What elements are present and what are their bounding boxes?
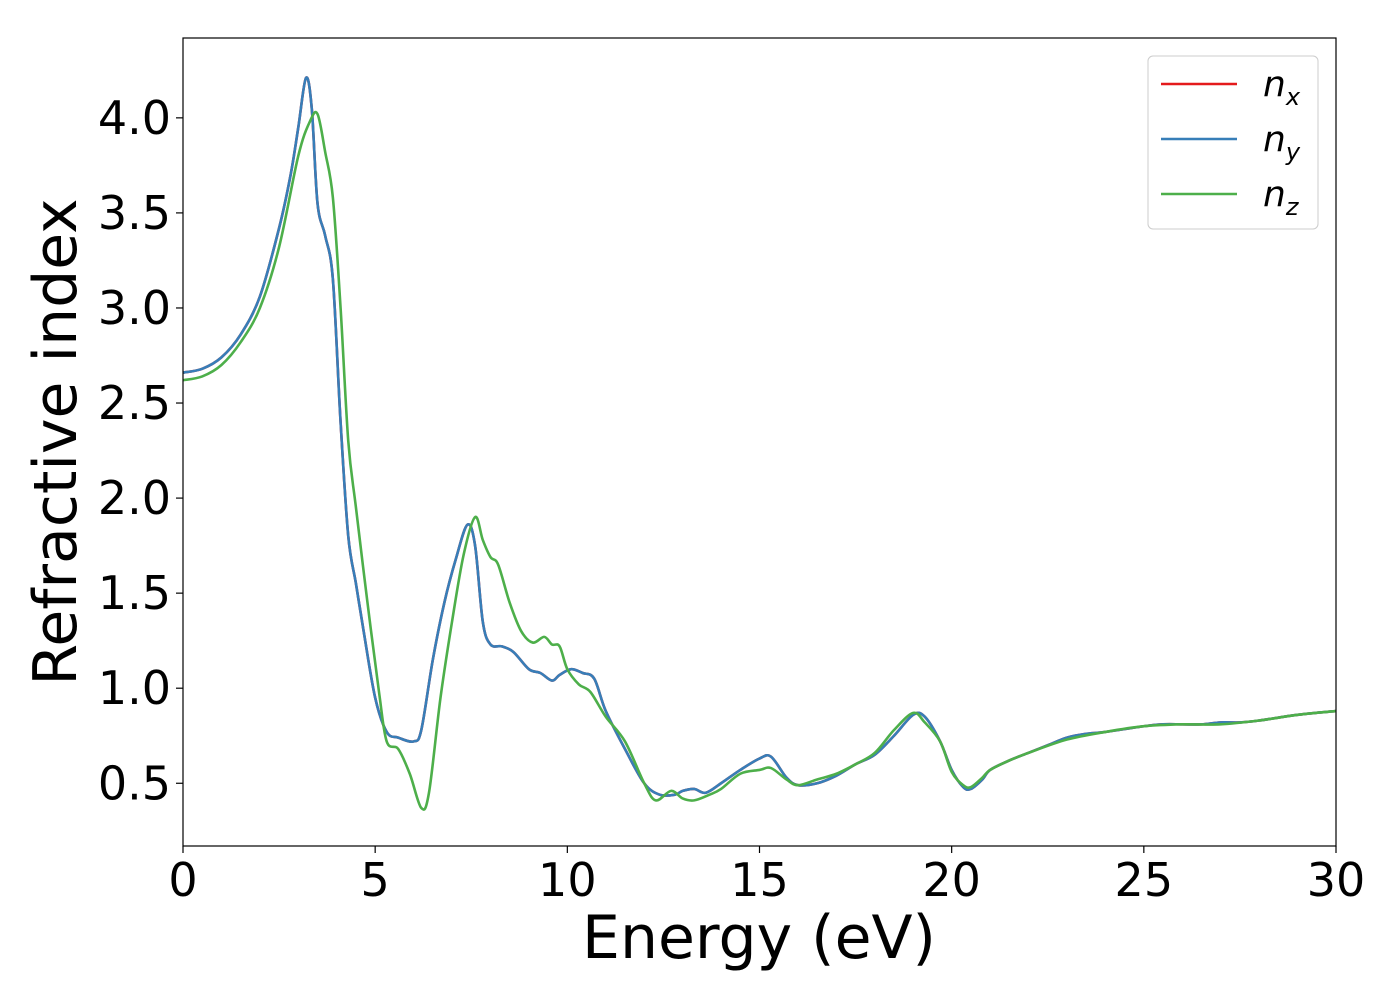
legend-label-x: nx xyxy=(1263,64,1301,111)
series-line-z xyxy=(182,110,1337,811)
x-tick-label: 10 xyxy=(538,853,597,907)
x-tick-label: 25 xyxy=(1115,853,1174,907)
y-tick-label: 2.0 xyxy=(98,471,171,525)
series-layer xyxy=(182,76,1337,811)
x-tick-label: 30 xyxy=(1307,853,1366,907)
y-tick-label: 0.5 xyxy=(98,756,171,810)
x-tick-label: 5 xyxy=(361,853,390,907)
y-tick-label: 1.0 xyxy=(98,661,171,715)
x-axis: 0 5 10 15 20 25 30 xyxy=(168,846,1365,907)
x-tick-label: 15 xyxy=(730,853,789,907)
y-tick-label: 3.5 xyxy=(98,186,171,240)
x-tick-label: 20 xyxy=(922,853,981,907)
y-axis-title: Refractive index xyxy=(21,198,91,685)
y-tick-label: 1.5 xyxy=(98,566,171,620)
legend-label-y: ny xyxy=(1263,119,1301,166)
legend: nx ny nz xyxy=(1147,55,1319,230)
y-axis: 0.5 1.0 1.5 2.0 2.5 3.0 3.5 4.0 xyxy=(98,91,183,810)
legend-label-z: nz xyxy=(1263,174,1300,221)
y-tick-label: 4.0 xyxy=(98,91,171,145)
x-tick-label: 0 xyxy=(168,853,197,907)
y-tick-label: 2.5 xyxy=(98,376,171,430)
y-tick-label: 3.0 xyxy=(98,281,171,335)
legend-box xyxy=(1147,55,1319,230)
x-axis-title: Energy (eV) xyxy=(582,903,936,973)
